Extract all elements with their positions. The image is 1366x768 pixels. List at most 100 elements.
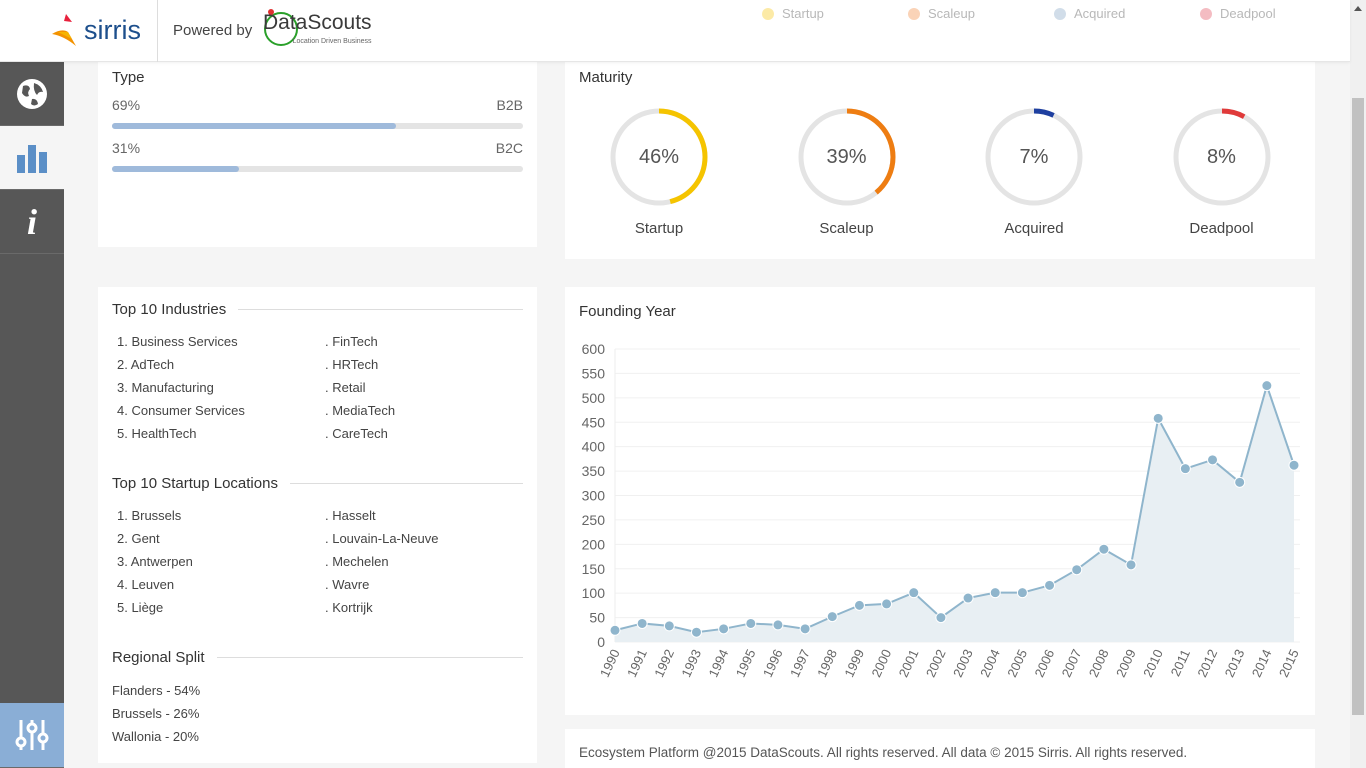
list-item[interactable]: . FinTech — [325, 334, 378, 349]
legend-item[interactable]: Deadpool — [1158, 4, 1304, 24]
x-tick-label: 2001 — [896, 647, 922, 680]
y-tick-label: 0 — [597, 634, 605, 650]
legend-item[interactable]: Scaleup — [866, 4, 1012, 24]
y-tick-label: 350 — [582, 463, 606, 479]
list-item[interactable]: 4. Leuven — [117, 577, 175, 592]
sidebar-item-stats[interactable] — [0, 126, 64, 190]
list-item[interactable]: 5. HealthTech — [117, 426, 197, 441]
footer-text: Ecosystem Platform @2015 DataScouts. All… — [579, 745, 1188, 760]
founding-year-chart: 0 50 100 150 200 250 300 350 400 450 500 550 600 1990… — [582, 341, 1302, 680]
x-tick-label: 2003 — [950, 647, 976, 680]
list-item[interactable]: . HRTech — [325, 357, 379, 372]
brand-name: sirris — [84, 14, 141, 45]
data-point[interactable] — [989, 587, 1001, 599]
divider — [157, 0, 158, 62]
data-point[interactable] — [935, 612, 947, 624]
data-point[interactable] — [853, 599, 865, 611]
x-tick-label: 2004 — [977, 647, 1003, 680]
x-tick-label: 1997 — [787, 647, 813, 680]
bar-chart-icon — [17, 144, 47, 173]
list-item[interactable]: . MediaTech — [325, 403, 396, 418]
data-point[interactable] — [826, 611, 838, 623]
list-item[interactable]: 4. Consumer Services — [117, 403, 245, 418]
partner-name: DataScouts — [263, 11, 372, 34]
list-item[interactable]: 1. Brussels — [117, 508, 182, 523]
list-item[interactable]: . Kortrijk — [325, 600, 373, 615]
data-point[interactable] — [1261, 380, 1273, 392]
list-item[interactable]: 2. Gent — [117, 531, 160, 546]
partner-tagline: Location Driven Business — [292, 38, 372, 45]
legend-dot-icon — [762, 8, 774, 20]
data-point[interactable] — [636, 617, 648, 629]
x-tick-label: 2008 — [1086, 647, 1112, 680]
data-point[interactable] — [1016, 587, 1028, 599]
sliders-icon — [15, 720, 49, 750]
list-item[interactable]: . Mechelen — [325, 554, 389, 569]
regional-item: Brussels - 26% — [112, 706, 200, 721]
list-item[interactable]: . Louvain-La-Neuve — [325, 531, 439, 546]
data-point[interactable] — [1098, 543, 1110, 555]
scrollbar-thumb[interactable] — [1352, 98, 1364, 715]
data-point[interactable] — [609, 624, 621, 636]
data-point[interactable] — [908, 587, 920, 599]
x-tick-label: 2009 — [1113, 647, 1139, 680]
donut-arc — [1173, 108, 1270, 206]
maturity-label: Startup — [634, 220, 684, 237]
x-tick-label: 1992 — [651, 647, 677, 680]
maturity-donut — [798, 108, 895, 206]
list-item[interactable]: 2. AdTech — [117, 357, 175, 372]
data-point[interactable] — [690, 626, 702, 638]
legend-item[interactable]: Startup — [720, 4, 866, 24]
y-tick-label: 300 — [582, 488, 606, 504]
list-item[interactable]: . CareTech — [325, 426, 388, 441]
x-tick-label: 2013 — [1222, 647, 1248, 680]
list-item[interactable]: 5. Liège — [117, 600, 164, 615]
powered-by-label: Powered by — [173, 22, 253, 39]
data-point[interactable] — [1179, 463, 1191, 475]
x-tick-label: 2005 — [1004, 647, 1030, 680]
scrollbar[interactable] — [1350, 0, 1366, 768]
datascouts-ring-icon — [264, 9, 298, 46]
filters-button[interactable] — [0, 703, 64, 768]
data-point[interactable] — [1125, 559, 1137, 571]
list-item[interactable]: . Wavre — [325, 577, 370, 592]
maturity-donut — [985, 108, 1083, 206]
list-item[interactable]: . Hasselt — [325, 508, 376, 523]
card-title: Type — [112, 69, 145, 86]
list-item[interactable]: . Retail — [325, 380, 366, 395]
x-tick-label: 2007 — [1059, 647, 1085, 680]
lists-card: Top 10 Industries 1. Business Services 2.… — [98, 287, 537, 763]
scroll-up-arrow-icon[interactable] — [1354, 6, 1362, 11]
data-point[interactable] — [881, 598, 893, 610]
x-tick-label: 1993 — [678, 647, 704, 680]
y-tick-label: 200 — [582, 536, 606, 552]
legend-item[interactable]: Acquired — [1012, 4, 1158, 24]
data-point[interactable] — [962, 592, 974, 604]
list-item[interactable]: 1. Business Services — [117, 334, 238, 349]
sidebar-item-map[interactable] — [0, 62, 64, 126]
data-point[interactable] — [1044, 579, 1056, 591]
y-tick-label: 100 — [582, 585, 606, 601]
data-point[interactable] — [745, 617, 757, 629]
list-item[interactable]: 3. Manufacturing — [117, 380, 214, 395]
x-tick-label: 2010 — [1140, 647, 1166, 680]
card-title: Maturity — [579, 69, 633, 86]
x-tick-label: 2011 — [1168, 647, 1193, 679]
data-point[interactable] — [1071, 564, 1083, 576]
data-point[interactable] — [1152, 412, 1164, 424]
data-point[interactable] — [1234, 476, 1246, 488]
data-point[interactable] — [718, 623, 730, 635]
datascouts-logo[interactable]: DataScouts Location Driven Business — [263, 9, 372, 46]
data-point[interactable] — [663, 620, 675, 632]
donut-arc — [610, 108, 708, 206]
info-icon: i — [26, 201, 37, 242]
data-point[interactable] — [772, 619, 784, 631]
sidebar-item-info[interactable]: i — [0, 190, 64, 254]
y-tick-label: 250 — [582, 512, 606, 528]
data-point[interactable] — [799, 623, 811, 635]
data-point[interactable] — [1207, 454, 1219, 466]
list-item[interactable]: 3. Antwerpen — [117, 554, 193, 569]
maturity-percent: 8% — [1207, 146, 1236, 168]
sirris-logo[interactable]: sirris — [50, 12, 141, 48]
data-point[interactable] — [1288, 459, 1300, 471]
